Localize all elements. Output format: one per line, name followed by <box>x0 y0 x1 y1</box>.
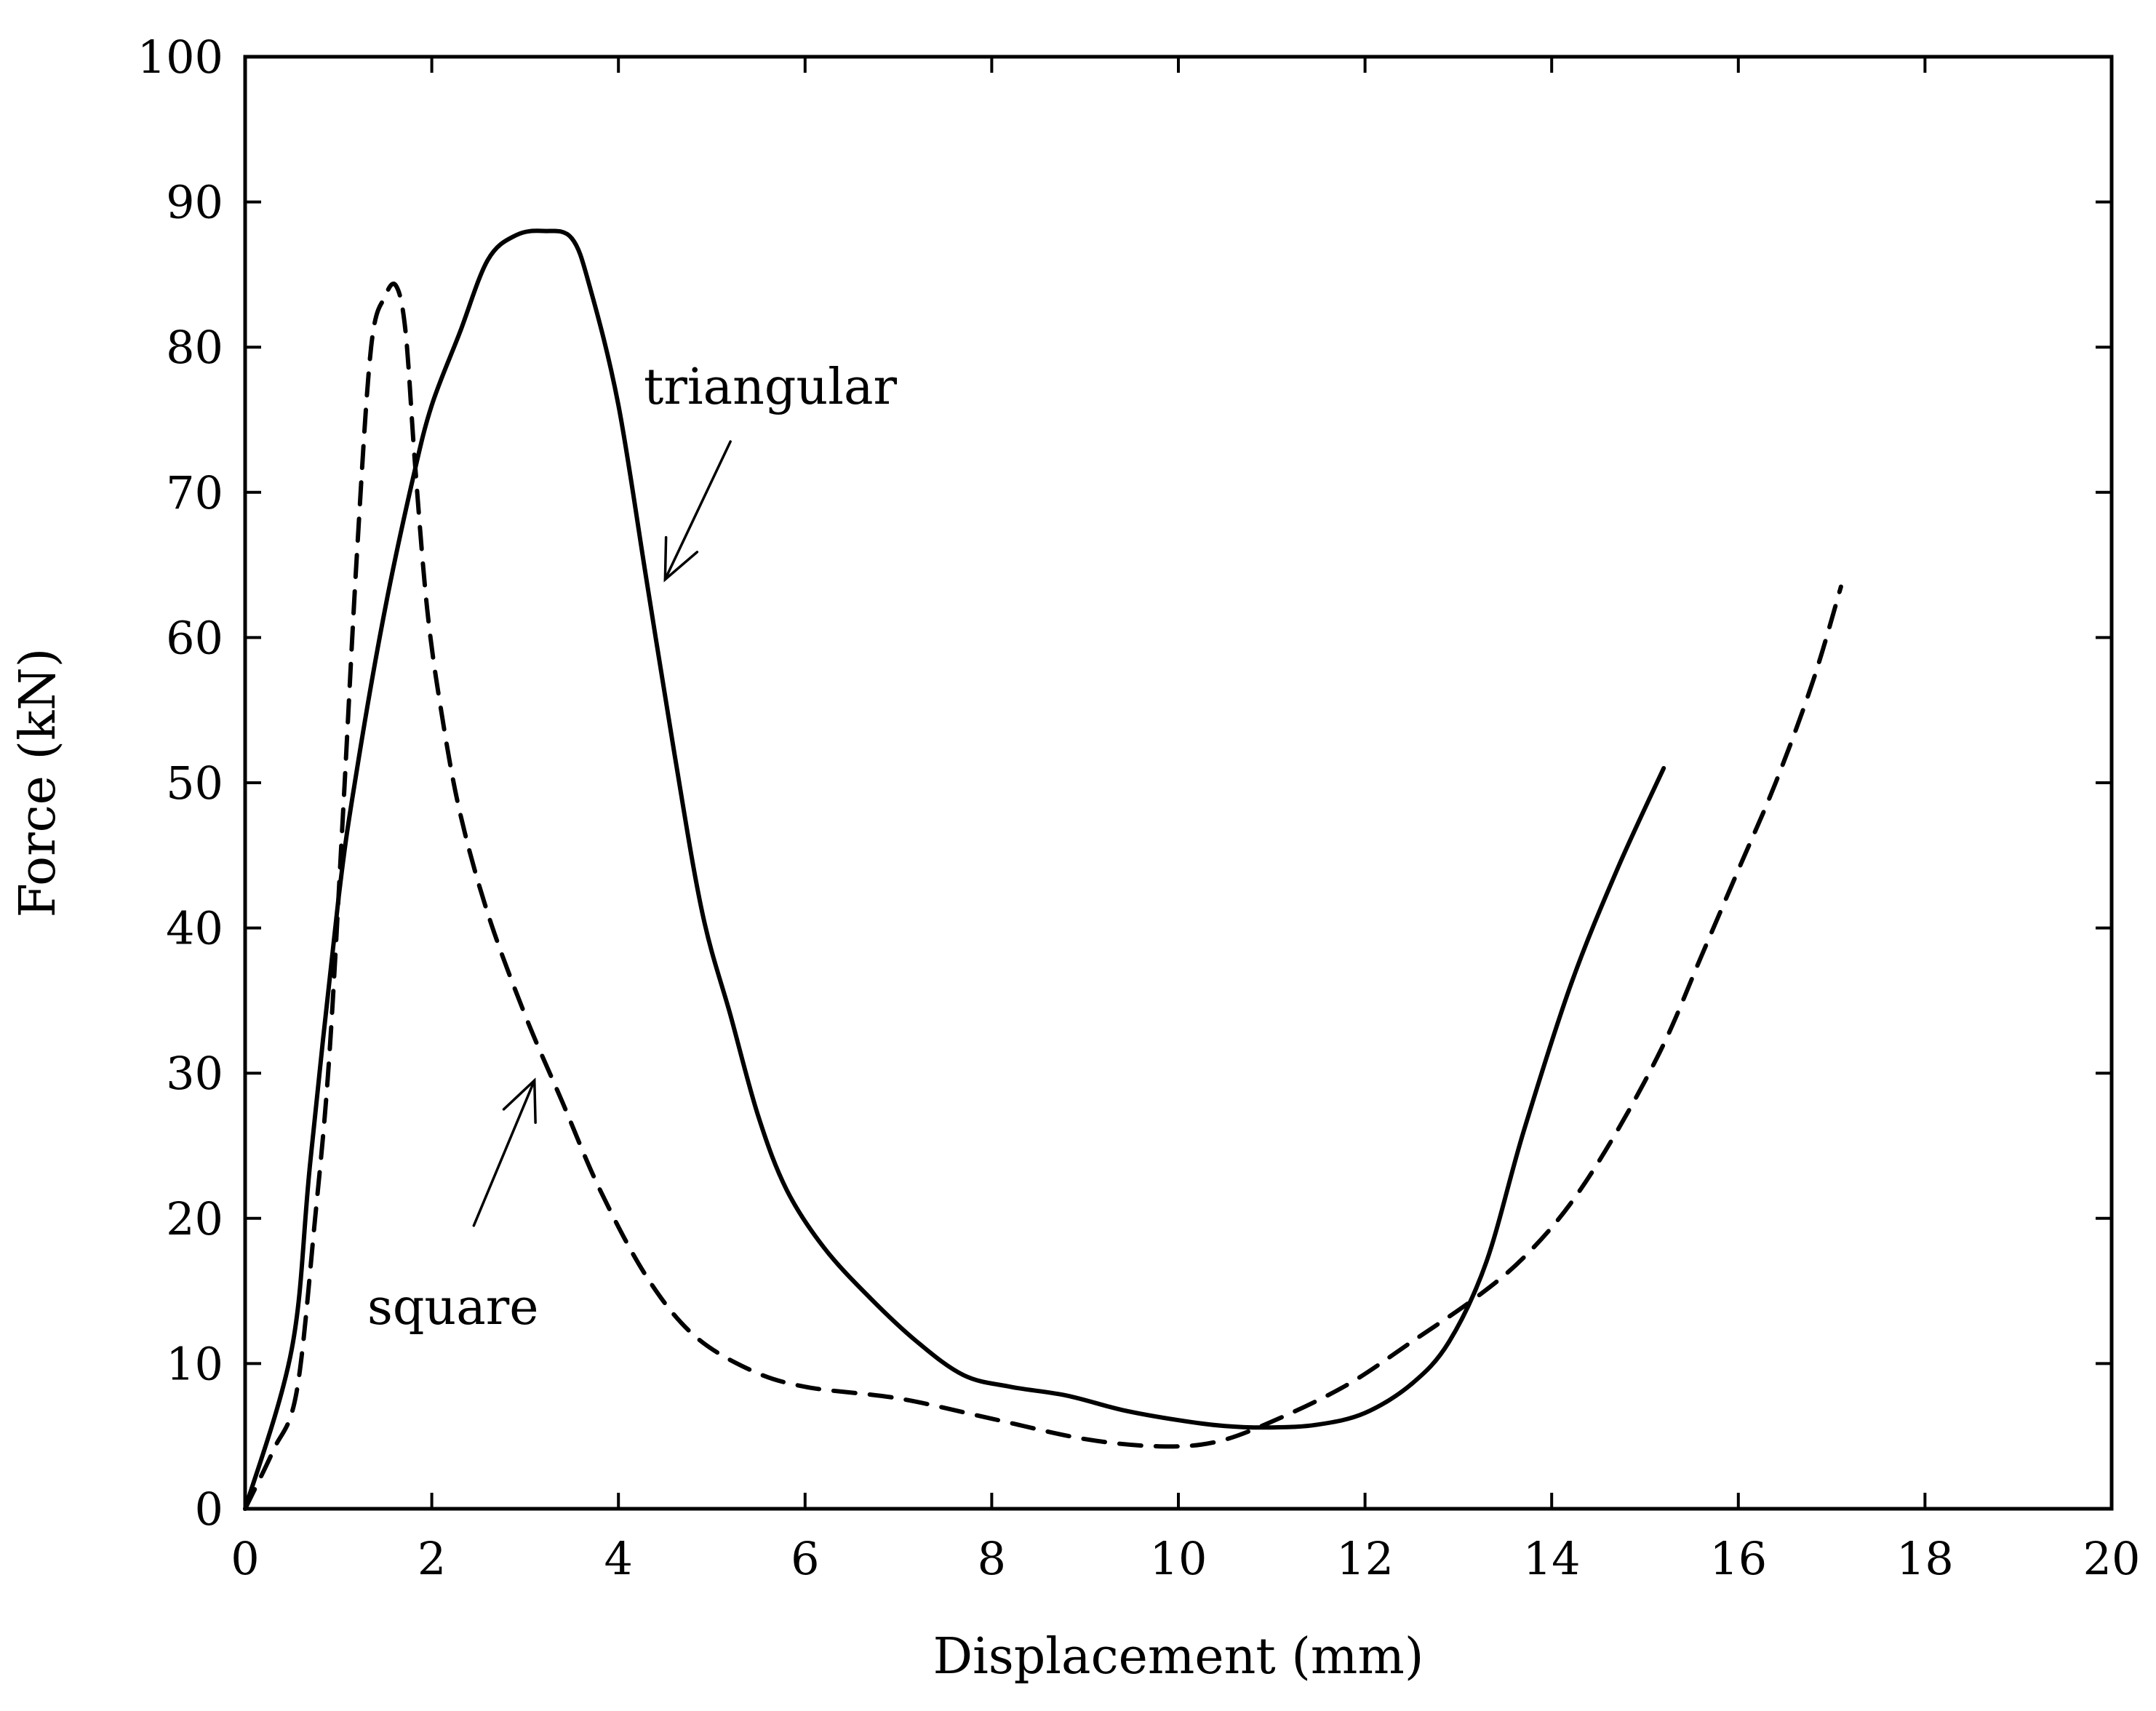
series-triangular-line <box>243 228 1666 1511</box>
x-tick-label: 6 <box>791 1532 819 1585</box>
x-tick-label: 10 <box>1150 1532 1207 1585</box>
annotation-arrowhead-square <box>502 1077 537 1124</box>
x-tick-label: 20 <box>2083 1532 2141 1585</box>
x-tick-label: 18 <box>1896 1532 1954 1585</box>
y-tick-label: 20 <box>166 1192 223 1245</box>
x-tick-label: 0 <box>231 1532 259 1585</box>
y-tick-label: 90 <box>166 176 223 229</box>
y-axis-label: Force (kN) <box>9 648 67 918</box>
y-tick-label: 80 <box>166 321 223 374</box>
series-layer <box>243 228 1843 1511</box>
x-tick-label: 14 <box>1523 1532 1581 1585</box>
x-axis-label: Displacement (mm) <box>933 1628 1424 1686</box>
annotation-square: square <box>367 1279 539 1336</box>
y-tick-label: 40 <box>166 902 223 955</box>
annotation-arrow-triangular <box>663 440 732 581</box>
x-tick-label: 16 <box>1709 1532 1767 1585</box>
annotation-arrowhead-triangular <box>663 535 699 583</box>
series-square-line <box>243 282 1843 1511</box>
x-tick-label: 2 <box>418 1532 446 1585</box>
annotation-triangular: triangular <box>644 359 898 416</box>
y-tick-label: 50 <box>166 757 223 810</box>
annotation-arrow-square <box>472 1079 536 1227</box>
y-tick-label: 10 <box>166 1337 223 1390</box>
axis-tick-labels: 0 2 4 6 8 10 12 14 16 18 20 0 10 20 30 40 50 60 70 80 90 100 <box>137 31 2141 1585</box>
y-tick-label: 70 <box>166 466 223 519</box>
plot-frame <box>243 55 2114 1511</box>
y-tick-label: 60 <box>166 611 223 664</box>
x-tick-label: 4 <box>604 1532 632 1585</box>
x-tick-label: 12 <box>1336 1532 1394 1585</box>
y-tick-label: 30 <box>166 1047 223 1100</box>
y-tick-label: 100 <box>137 31 223 84</box>
annotation-layer: triangular square <box>367 359 898 1336</box>
y-tick-label: 0 <box>195 1483 223 1536</box>
x-tick-label: 8 <box>978 1532 1006 1585</box>
